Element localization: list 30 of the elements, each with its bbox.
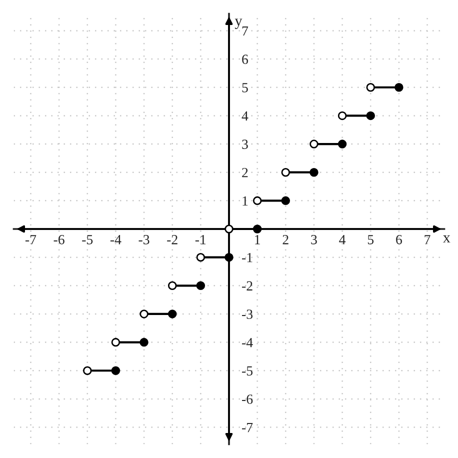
x-tick-label: -6 <box>54 234 64 244</box>
y-tick-label: -6 <box>242 394 253 404</box>
y-tick-label: 4 <box>242 111 248 121</box>
x-tick-label: -4 <box>110 235 122 244</box>
x-tick-label: 6 <box>396 234 402 244</box>
x-tick-label: -5 <box>82 235 93 244</box>
y-axis-title: y <box>234 18 242 30</box>
x-tick-label: -1 <box>195 235 206 244</box>
y-tick-label: 3 <box>242 140 248 149</box>
x-tick-label: 3 <box>311 234 317 244</box>
y-tick-label: -5 <box>242 366 253 376</box>
x-tick-label: -7 <box>25 235 36 244</box>
y-tick-label: -2 <box>242 281 252 290</box>
y-tick-label: -1 <box>242 252 252 262</box>
y-tick-label: -7 <box>242 422 253 432</box>
x-tick-label: 1 <box>255 235 260 244</box>
x-tick-label: 2 <box>282 234 288 244</box>
y-tick-label: 1 <box>242 196 248 206</box>
y-tick-label: -4 <box>242 338 253 348</box>
x-axis-title: x <box>442 235 450 242</box>
x-tick-label: 5 <box>368 235 374 244</box>
x-tick-label: -2 <box>167 234 178 244</box>
y-tick-label: -3 <box>242 310 253 319</box>
x-tick-label: 7 <box>424 235 430 244</box>
x-tick-label: -3 <box>138 234 150 244</box>
x-tick-label: 4 <box>339 235 346 244</box>
y-tick-label: 7 <box>242 26 248 36</box>
y-tick-label: 5 <box>242 83 248 92</box>
y-tick-label: 2 <box>242 168 248 178</box>
y-tick-label: 6 <box>242 54 248 64</box>
